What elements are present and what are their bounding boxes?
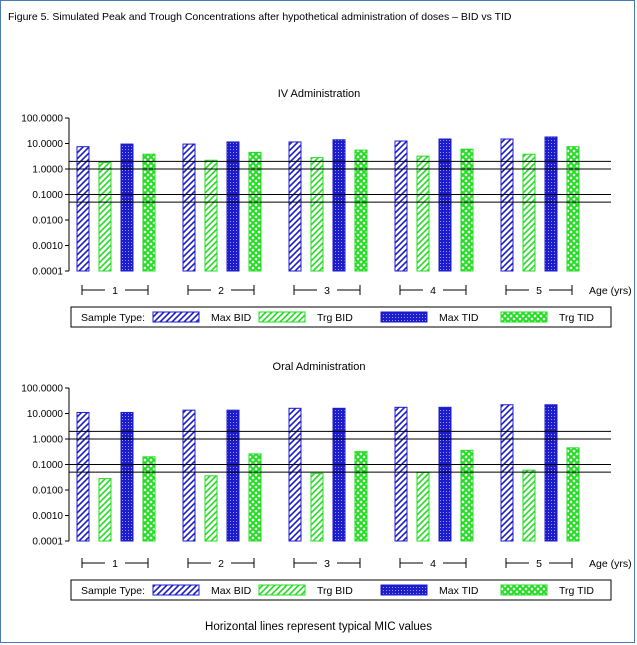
bar-max-bid <box>500 138 514 272</box>
bar-max-tid <box>226 409 240 542</box>
bar-trg-bid <box>204 159 218 272</box>
legend-label: Trg BID <box>317 312 353 324</box>
bar-max-tid <box>332 139 346 272</box>
legend-label: Max BID <box>211 585 252 597</box>
x-tick-label: 4 <box>430 285 436 297</box>
y-tick-label: 0.0001 <box>32 537 63 548</box>
bar-max-bid <box>288 141 302 272</box>
legend-swatch <box>152 584 200 596</box>
bar-trg-tid <box>460 148 474 272</box>
x-tick-label: 4 <box>430 558 436 570</box>
bar-trg-bid <box>310 157 324 272</box>
x-tick-label: 2 <box>218 285 224 297</box>
y-tick-label: 0.0100 <box>32 486 63 497</box>
y-tick-label: 100.0000 <box>21 114 63 125</box>
x-tick-label: 3 <box>324 558 330 570</box>
bar-max-bid <box>182 409 196 542</box>
bar-trg-bid <box>98 478 112 542</box>
y-tick-label: 1.0000 <box>32 435 63 446</box>
bar-trg-tid <box>354 149 368 272</box>
x-axis-label: Age (yrs) <box>589 558 632 570</box>
bar-trg-tid <box>248 151 262 272</box>
bar-max-bid <box>182 143 196 272</box>
x-tick-label: 2 <box>218 558 224 570</box>
legend-label: Max TID <box>439 585 479 597</box>
y-tick-label: 0.0100 <box>32 216 63 227</box>
x-tick-label: 5 <box>536 558 542 570</box>
bar-trg-bid <box>98 161 112 272</box>
bar-trg-bid <box>204 475 218 542</box>
legend-box <box>70 306 612 328</box>
x-tick-label: 3 <box>324 285 330 297</box>
y-tick-label: 0.0010 <box>32 511 63 522</box>
bar-max-tid <box>438 406 452 542</box>
legend-title: Sample Type: <box>81 312 145 324</box>
y-tick-label: 0.0010 <box>32 241 63 252</box>
bar-trg-tid <box>142 153 156 272</box>
footnote: Horizontal lines represent typical MIC v… <box>205 621 432 633</box>
legend-swatch <box>152 311 200 323</box>
bar-trg-tid <box>142 456 156 542</box>
y-tick-label: 0.0001 <box>32 267 63 278</box>
legend-label: Max TID <box>439 312 479 324</box>
x-tick-label: 1 <box>112 558 118 570</box>
legend-swatch <box>380 584 428 596</box>
bar-max-bid <box>76 146 90 272</box>
bar-max-bid <box>288 407 302 542</box>
bar-max-tid <box>438 138 452 272</box>
legend-swatch <box>500 584 548 596</box>
legend-title: Sample Type: <box>81 585 145 597</box>
bar-max-tid <box>226 141 240 272</box>
chart-title: Oral Administration <box>273 361 366 373</box>
bar-trg-bid <box>416 471 430 542</box>
legend-swatch <box>500 311 548 323</box>
legend-label: Trg BID <box>317 585 353 597</box>
bar-max-tid <box>332 407 346 542</box>
legend-label: Max BID <box>211 312 252 324</box>
bar-trg-bid <box>522 153 536 272</box>
bar-trg-tid <box>248 453 262 542</box>
legend-swatch <box>380 311 428 323</box>
bar-max-tid <box>120 143 134 272</box>
legend-box <box>70 579 612 601</box>
legend-label: Trg TID <box>559 312 594 324</box>
bar-max-tid <box>544 404 558 542</box>
x-tick-label: 5 <box>536 285 542 297</box>
x-tick-label: 1 <box>112 285 118 297</box>
bar-max-bid <box>394 406 408 542</box>
y-tick-label: 100.0000 <box>21 384 63 395</box>
bar-max-tid <box>544 136 558 272</box>
bar-max-bid <box>76 411 90 542</box>
bar-trg-tid <box>566 447 580 542</box>
y-tick-label: 1.0000 <box>32 165 63 176</box>
chart-title: IV Administration <box>278 88 361 100</box>
bar-trg-bid <box>310 472 324 542</box>
y-tick-label: 10.0000 <box>27 139 64 150</box>
legend-swatch <box>258 311 306 323</box>
bar-max-bid <box>394 140 408 272</box>
bar-trg-bid <box>416 155 430 272</box>
bar-trg-tid <box>566 146 580 272</box>
bar-trg-tid <box>460 449 474 542</box>
bar-trg-tid <box>354 451 368 542</box>
y-tick-label: 0.1000 <box>32 460 63 471</box>
legend-label: Trg TID <box>559 585 594 597</box>
bar-max-bid <box>500 404 514 542</box>
legend-swatch <box>258 584 306 596</box>
figure-title: Figure 5. Simulated Peak and Trough Conc… <box>8 11 512 23</box>
bar-trg-bid <box>522 469 536 542</box>
x-axis-label: Age (yrs) <box>589 285 632 297</box>
y-tick-label: 10.0000 <box>27 409 64 420</box>
y-tick-label: 0.1000 <box>32 190 63 201</box>
bar-max-tid <box>120 411 134 542</box>
